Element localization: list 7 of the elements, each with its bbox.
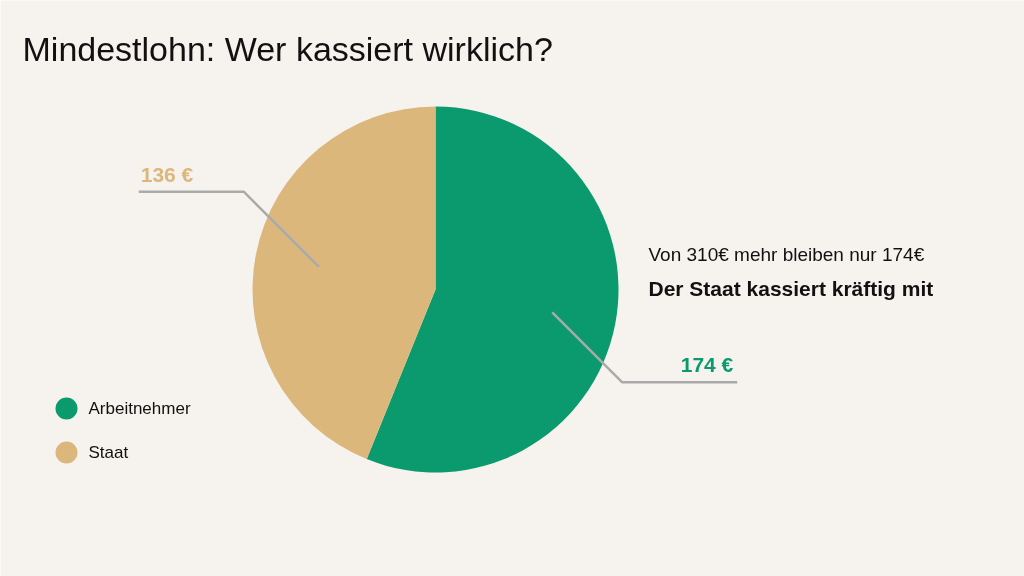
- data-label: 136 €: [140, 162, 194, 186]
- legend-label: Staat: [88, 443, 129, 462]
- legend-label: Arbeitnehmer: [88, 399, 191, 418]
- text: Von 310€ mehr bleiben nur 174€: [648, 244, 925, 265]
- chart-title: Mindestlohn: Wer kassiert wirklich?: [22, 29, 553, 68]
- text: Der Staat kassiert kräftig mit: [648, 277, 934, 300]
- data-label: 174 €: [680, 353, 734, 377]
